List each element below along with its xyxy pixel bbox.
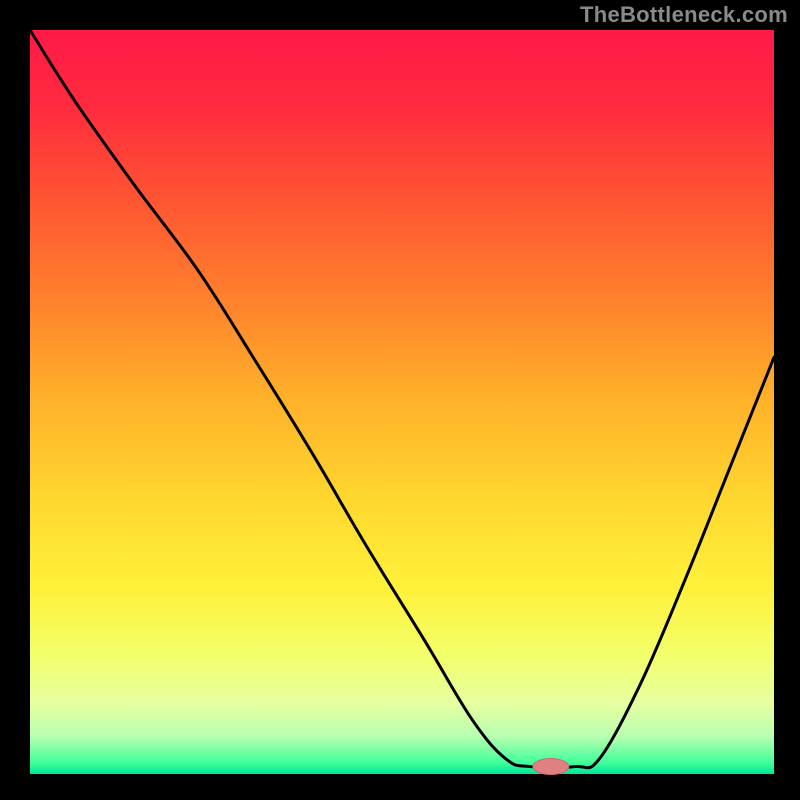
bottleneck-chart <box>0 0 800 800</box>
plot-area <box>30 30 774 774</box>
optimal-point-marker <box>533 759 569 775</box>
chart-stage: TheBottleneck.com <box>0 0 800 800</box>
watermark-text: TheBottleneck.com <box>580 2 788 28</box>
